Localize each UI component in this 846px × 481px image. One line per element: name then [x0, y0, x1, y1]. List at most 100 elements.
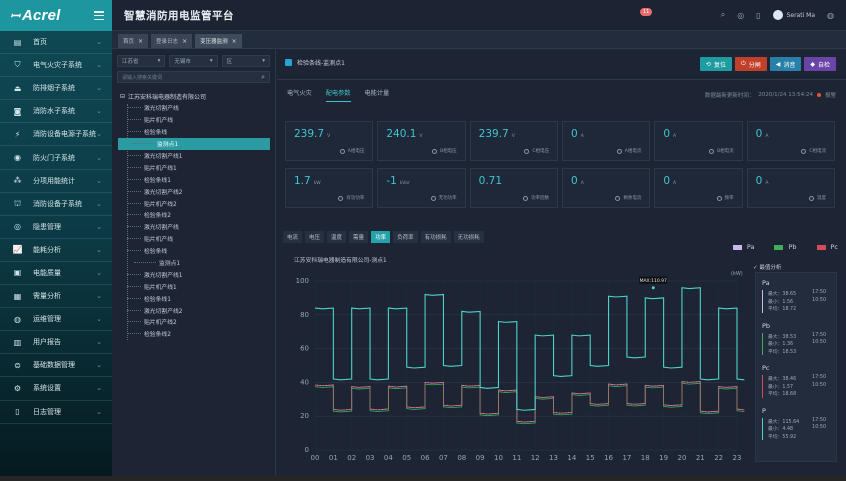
tree-node[interactable]: 检验条线1 — [120, 173, 275, 185]
sidebar-item[interactable]: ⚙ 系统设置 ⌄ — [0, 377, 112, 401]
globe-icon[interactable]: ◍ — [827, 10, 834, 20]
city-select[interactable]: 无锡市 ▾ — [169, 55, 218, 67]
action-button[interactable]: ⏻ 分闸 — [734, 57, 767, 71]
tree-node[interactable]: 贴片机产线 — [120, 233, 275, 245]
user-menu[interactable]: Serati Ma — [772, 10, 816, 20]
tree-node[interactable]: 激光切割产线2 — [120, 185, 275, 197]
metric-unit: V — [327, 134, 331, 139]
close-icon[interactable]: × — [138, 37, 144, 45]
close-icon[interactable]: × — [182, 37, 188, 45]
search-icon[interactable]: ⌕ — [261, 72, 265, 81]
tree-node-label: 激光切割产线1 — [144, 154, 183, 160]
chart-tab[interactable]: 有功损耗 — [420, 231, 451, 243]
page-tab[interactable]: 登录日志 × — [151, 34, 193, 48]
tree-node[interactable]: 激光切割产线1 — [120, 150, 275, 162]
sidebar-item[interactable]: ▦ 需量分析 ⌄ — [0, 285, 112, 309]
bell-icon[interactable]: ▯ — [756, 10, 761, 20]
tree-node[interactable]: 激光切割产线 — [120, 221, 275, 233]
tree-node[interactable]: 贴片机产线2 — [120, 316, 275, 328]
close-icon[interactable]: × — [231, 37, 237, 45]
tree-node[interactable]: 监测点1 — [120, 257, 275, 269]
sidebar-item[interactable]: ▯ 日志管理 ⌄ — [0, 401, 112, 424]
help-icon[interactable]: ◎ — [737, 10, 745, 20]
tree-node[interactable]: 贴片机产线2 — [120, 197, 275, 209]
tree-node[interactable]: 检验条线1 — [120, 292, 275, 304]
tree-node[interactable]: 检验条线2 — [120, 328, 275, 340]
tree-node[interactable]: 贴片机产线1 — [120, 161, 275, 173]
device-tree-panel: 江苏省 ▾ 无锡市 ▾ 区 ▾ 请输入搜索关键词 ⌕ ⊟ 江苏安科瑞电器制造有限公司 激光… — [112, 50, 276, 476]
metric-card: 239.7 V C相电压 — [469, 121, 558, 161]
self-check-icon: ◆ — [810, 60, 815, 68]
sidebar-item[interactable]: ▤ 首页 ⌄ — [0, 31, 112, 55]
sidebar-item-label: 隐患管理 — [33, 222, 61, 231]
legend-item[interactable]: Pa — [732, 243, 754, 251]
stat-avg: 平均：18.68 — [768, 392, 797, 397]
chart-tab[interactable]: 功率 — [371, 231, 391, 243]
tree-connector — [127, 273, 141, 275]
sub-tab[interactable]: 配电参数 — [325, 88, 351, 102]
chart-tab[interactable]: 电压 — [305, 231, 325, 243]
stat-group: Pa 最大：38.65 17:50 最小：1.56 10:50 平均：18.72 — [762, 279, 830, 313]
sidebar-item-label: 消防设备子系统 — [33, 199, 82, 208]
sidebar-item[interactable]: ⁂ 分项用能统计 ⌄ — [0, 170, 112, 193]
sidebar-item-label: 消防水子系统 — [33, 107, 75, 116]
action-button[interactable]: ◀ 消音 — [769, 57, 802, 71]
sidebar-item[interactable]: 📈 能耗分析 ⌄ — [0, 239, 112, 262]
sidebar-item[interactable]: ⏏ 防排烟子系统 ⌄ — [0, 77, 112, 101]
sidebar-item[interactable]: ▣ 电能质量 ⌄ — [0, 262, 112, 286]
notification-badge: 11 — [640, 8, 653, 16]
tree-node[interactable]: 检验条线 — [120, 126, 275, 138]
tree-root[interactable]: ⊟ 江苏安科瑞电器制造有限公司 — [120, 93, 207, 101]
tree-node[interactable]: 检验条线2 — [120, 209, 275, 221]
legend-item[interactable]: Pb — [774, 243, 797, 251]
sidebar-item[interactable]: ◍ 运维管理 ⌄ — [0, 308, 112, 332]
tree-node[interactable]: 激光切割产线 — [120, 102, 275, 114]
chart-tab[interactable]: 温度 — [327, 231, 347, 243]
metric-icon — [430, 195, 436, 201]
page-tab[interactable]: 首页 × — [118, 34, 149, 48]
page-tab[interactable]: 变压器监测 × — [195, 34, 242, 48]
sidebar-item[interactable]: ◎ 隐患管理 ⌄ — [0, 216, 112, 239]
district-select[interactable]: 区 ▾ — [221, 55, 270, 67]
collapse-icon[interactable]: ⊟ — [120, 93, 126, 100]
tree-node[interactable]: 激光切割产线2 — [120, 304, 275, 316]
sub-tab[interactable]: 电能计量 — [364, 90, 390, 97]
metric-unit: A — [673, 134, 677, 139]
fan-icon: ⏏ — [13, 83, 22, 93]
tree-node-label: 监测点1 — [159, 261, 181, 268]
sidebar-item[interactable]: ⛉ 电气火灾子系统 ⌄ — [0, 54, 112, 78]
metric-caption: 频率 — [724, 196, 734, 201]
province-select[interactable]: 江苏省 ▾ — [117, 55, 166, 67]
database-icon: ⊜ — [14, 360, 21, 370]
stat-group: P 最大：115.64 17:50 最小：4.48 10:50 平均：55.92 — [762, 407, 830, 440]
tree-node[interactable]: 贴片机产线1 — [120, 280, 275, 292]
svg-text:19: 19 — [659, 454, 668, 462]
chart-tab[interactable]: 电流 — [283, 231, 303, 243]
sidebar-item[interactable]: ◉ 防火门子系统 ⌄ — [0, 146, 112, 170]
chart-tab[interactable]: 负荷率 — [393, 231, 418, 243]
sidebar-item[interactable]: ⛫ 消防设备子系统 ⌄ — [0, 193, 112, 216]
tree-connector — [127, 107, 141, 109]
chart-tab[interactable]: 需量 — [349, 231, 369, 243]
sidebar-item[interactable]: ▥ 用户报告 ⌄ — [0, 331, 112, 355]
peak-analysis-checkbox[interactable]: ✓ 最值分析 — [753, 265, 782, 271]
tree-node-label: 贴片机产线1 — [144, 284, 177, 291]
sidebar-item[interactable]: ◙ 消防水子系统 ⌄ — [0, 100, 112, 124]
chart-tab[interactable]: 无功损耗 — [453, 231, 484, 243]
chevron-down-icon: ⌄ — [96, 268, 102, 277]
power-line-chart[interactable]: 0 20 40 60 80 100 00 01 02 03 04 05 06 07 08 09 10 11 12 13… — [277, 265, 747, 465]
menu-toggle-icon[interactable] — [94, 11, 104, 20]
action-button[interactable]: ⟲ 复位 — [699, 57, 732, 71]
tree-node[interactable]: 检验条线 — [120, 245, 275, 257]
tree-node[interactable]: 激光切割产线1 — [120, 268, 275, 280]
sidebar-item[interactable]: ⊜ 基础数据管理 ⌄ — [0, 354, 112, 378]
tree-search-input[interactable]: 请输入搜索关键词 ⌕ — [117, 71, 270, 83]
tree-node[interactable]: 贴片机产线 — [120, 114, 275, 126]
legend-item[interactable]: Pc — [816, 243, 838, 251]
action-button[interactable]: ◆ 自检 — [804, 57, 836, 71]
sidebar-item[interactable]: ⚡ 消防设备电源子系统 ⌄ — [0, 123, 112, 147]
user-name: Serati Ma — [786, 11, 816, 19]
sub-tab[interactable]: 电气火灾 — [287, 90, 312, 97]
search-icon[interactable]: ⌕ — [720, 10, 726, 19]
tree-node[interactable]: 监测点1 — [118, 137, 270, 150]
